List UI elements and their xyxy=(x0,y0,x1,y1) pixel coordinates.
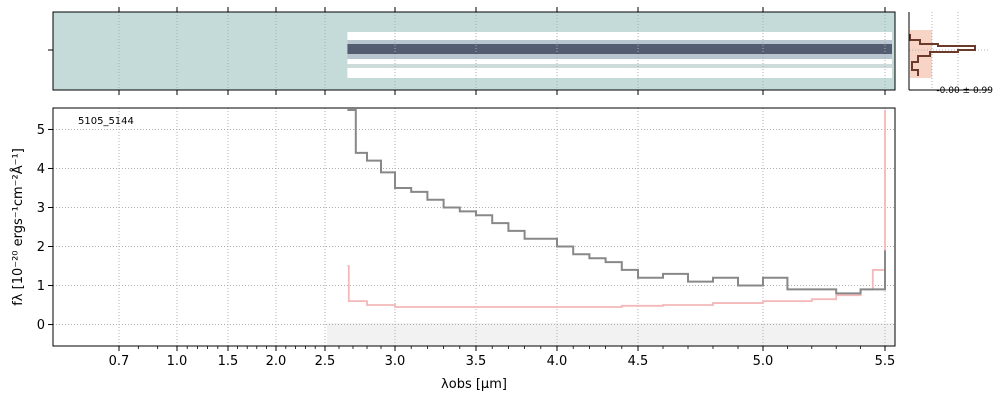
twod-spectrum-panel xyxy=(48,7,896,95)
twod-band-lower xyxy=(347,64,892,68)
y-tick-label: 3 xyxy=(37,201,45,216)
x-ticks: 0.7 1.0 1.5 2.0 2.5 3.0 3.5 4.0 4.5 5.0 5.5 xyxy=(109,346,896,369)
x-tick-label: 3.5 xyxy=(466,354,487,369)
x-tick-label: 4.5 xyxy=(628,354,649,369)
x-tick-label: 5.0 xyxy=(753,354,774,369)
twod-trace-core xyxy=(347,44,892,54)
twod-grid xyxy=(118,12,886,90)
shaded-region xyxy=(327,323,895,346)
x-axis-label: λobs [μm] xyxy=(441,377,507,392)
main-grid xyxy=(53,108,895,346)
twod-ticks xyxy=(48,7,886,95)
y-tick-label: 2 xyxy=(37,240,45,255)
twod-trace xyxy=(347,32,892,78)
y-tick-label: 0 xyxy=(37,318,45,333)
x-tick-label: 1.5 xyxy=(218,354,239,369)
y-tick-label: 4 xyxy=(37,162,45,177)
y-tick-label: 1 xyxy=(37,279,45,294)
twod-trace-upper xyxy=(347,40,892,44)
y-ticks: 0 1 2 3 4 5 xyxy=(37,123,53,333)
profile-fill xyxy=(910,30,932,78)
y-tick-label: 5 xyxy=(37,123,45,138)
main-spectrum-panel: 0.7 1.0 1.5 2.0 2.5 3.0 3.5 4.0 4.5 5.0 5.5 0 1 2 3 4 5… xyxy=(10,107,896,392)
x-tick-label: 2.5 xyxy=(315,354,336,369)
x-tick-label: 2.0 xyxy=(266,354,287,369)
profile-panel: -0.00 ± 0.99 xyxy=(908,12,993,96)
error-series xyxy=(347,109,886,308)
flux-series xyxy=(347,108,886,295)
main-frame xyxy=(52,107,896,347)
x-tick-label: 1.0 xyxy=(167,354,188,369)
x-tick-label: 3.0 xyxy=(385,354,406,369)
y-axis-label: fλ [10⁻²⁰ ergs⁻¹cm⁻²Å⁻¹] xyxy=(10,148,26,306)
x-tick-label: 4.0 xyxy=(547,354,568,369)
profile-stat-label: -0.00 ± 0.99 xyxy=(936,86,993,96)
twod-frame xyxy=(52,11,896,91)
x-tick-label: 5.5 xyxy=(875,354,896,369)
x-tick-label: 0.7 xyxy=(109,354,130,369)
twod-trace-lower xyxy=(347,54,892,59)
object-id-label: 5105_5144 xyxy=(78,116,134,127)
profile-line xyxy=(909,34,976,76)
